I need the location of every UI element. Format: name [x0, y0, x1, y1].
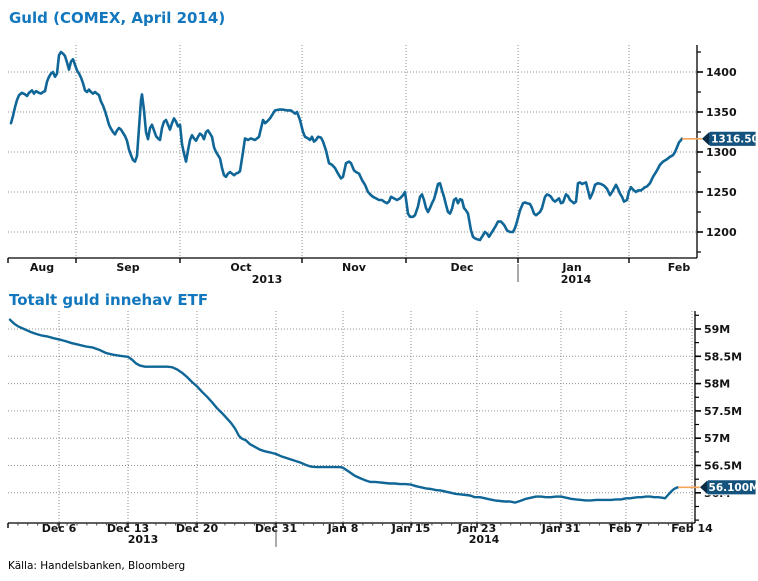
- x-tick-label: Sep: [116, 261, 139, 274]
- gold-price-chart: 1400 1350 1300 1250 1200 Aug Sep Oct Nov Dec Jan Fe…: [7, 45, 758, 286]
- y-tick-label: 1250: [706, 186, 737, 199]
- x-tick-label: Feb: [668, 261, 691, 274]
- last-price-flag-tip: [700, 480, 707, 494]
- y-tick-label: 1300: [706, 146, 737, 159]
- year-label: 2014: [561, 273, 592, 286]
- x-tick-label: Nov: [342, 261, 367, 274]
- y-tick-label: 1200: [706, 226, 737, 239]
- x-tick-label: Jan 8: [327, 522, 359, 535]
- x-tick-label: Aug: [30, 261, 54, 274]
- x-tick-label: Dec 6: [42, 522, 77, 535]
- x-tick-label: Feb 7: [609, 522, 643, 535]
- y-tick-label: 57.5M: [704, 405, 742, 418]
- y-tick-label: 58M: [704, 378, 730, 391]
- last-price-label: 56.100M: [709, 482, 758, 494]
- x-tick-label: Jan 23: [457, 522, 496, 535]
- year-label: 2014: [469, 533, 500, 546]
- x-tick-label: Dec 31: [255, 522, 297, 535]
- x-tick-label: Dec: [450, 261, 473, 274]
- price-line: [9, 50, 684, 242]
- x-tick-label: Dec 20: [176, 522, 219, 535]
- last-price-label: 1316.50: [711, 134, 758, 146]
- y-tick-label: 58.5M: [704, 350, 742, 363]
- year-label: 2013: [252, 273, 283, 286]
- source-note: Källa: Handelsbanken, Bloomberg: [8, 560, 186, 572]
- y-tick-label: 1400: [706, 66, 737, 79]
- x-tick-label: Jan 15: [391, 522, 430, 535]
- x-tick-label: Feb 14: [671, 522, 713, 535]
- price-line: [8, 318, 680, 504]
- y-tick-label: 1350: [706, 106, 737, 119]
- gold-chart-title: Guld (COMEX, April 2014): [9, 9, 226, 27]
- x-tick-label: Jan: [561, 261, 581, 274]
- last-price-flag: [701, 130, 757, 147]
- x-tick-label: Dec 13: [107, 522, 149, 535]
- year-label: 2013: [128, 533, 159, 546]
- last-price-flag-tip: [702, 132, 709, 146]
- etf-chart-title: Totalt guld innehav ETF: [9, 291, 209, 309]
- x-tick-label: Jan 31: [541, 522, 580, 535]
- last-price-flag: [699, 479, 757, 496]
- y-tick-label: 59M: [704, 323, 730, 336]
- x-tick-label: Oct: [230, 261, 251, 274]
- y-tick-label: 57M: [704, 432, 730, 445]
- y-tick-label: 56.5M: [704, 460, 742, 473]
